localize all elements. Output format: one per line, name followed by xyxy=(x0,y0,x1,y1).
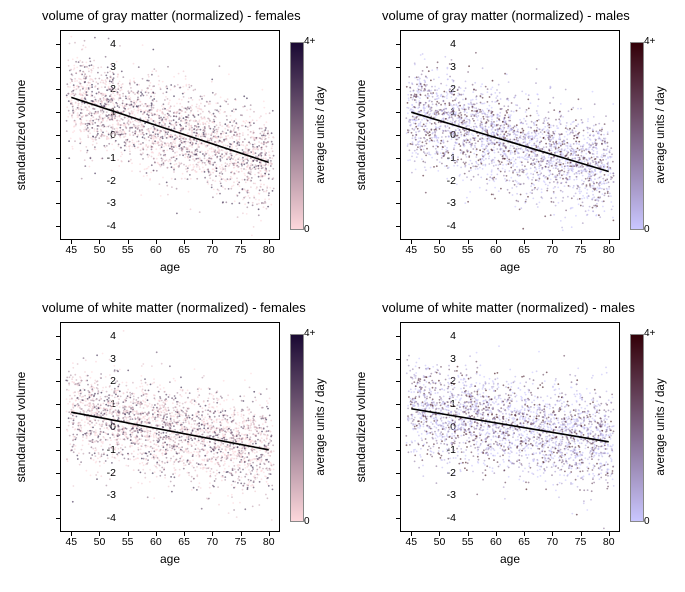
y-axis-label: standardized volume xyxy=(14,322,28,532)
scatter-layer xyxy=(400,322,620,532)
x-tick-label: 80 xyxy=(597,244,621,256)
colorbar xyxy=(630,42,644,230)
x-tick-label: 65 xyxy=(172,536,196,548)
panel-white-females: volume of white matter (normalized) - fe… xyxy=(12,300,342,580)
x-tick-label: 50 xyxy=(87,536,111,548)
x-tick-label: 75 xyxy=(569,244,593,256)
x-tick-label: 75 xyxy=(569,536,593,548)
x-tick-label: 45 xyxy=(59,244,83,256)
x-axis-label: age xyxy=(60,260,280,274)
colorbar-max: 4+ xyxy=(644,36,655,47)
x-tick-label: 80 xyxy=(597,536,621,548)
panel-title: volume of gray matter (normalized) - mal… xyxy=(382,8,682,23)
x-tick-label: 65 xyxy=(172,244,196,256)
x-tick-label: 70 xyxy=(200,536,224,548)
scatter-layer xyxy=(60,322,280,532)
y-axis-label: standardized volume xyxy=(354,322,368,532)
panel-gray-females: volume of gray matter (normalized) - fem… xyxy=(12,8,342,288)
colorbar-label: average units / day xyxy=(655,42,669,228)
colorbar-max: 4+ xyxy=(304,36,315,47)
colorbar xyxy=(290,334,304,522)
scatter-layer xyxy=(400,30,620,240)
x-tick-label: 55 xyxy=(116,244,140,256)
x-tick-label: 50 xyxy=(427,536,451,548)
colorbar-max: 4+ xyxy=(644,328,655,339)
y-axis-label: standardized volume xyxy=(354,30,368,240)
x-tick-label: 60 xyxy=(484,536,508,548)
panel-white-males: volume of white matter (normalized) - ma… xyxy=(352,300,682,580)
x-tick-label: 55 xyxy=(456,244,480,256)
x-tick-label: 45 xyxy=(59,536,83,548)
colorbar xyxy=(290,42,304,230)
colorbar-min: 0 xyxy=(304,224,310,235)
x-tick-label: 55 xyxy=(116,536,140,548)
x-tick-label: 70 xyxy=(540,244,564,256)
x-tick-label: 55 xyxy=(456,536,480,548)
colorbar-min: 0 xyxy=(304,516,310,527)
x-tick-label: 45 xyxy=(399,244,423,256)
scatter-layer xyxy=(60,30,280,240)
x-tick-label: 60 xyxy=(144,536,168,548)
panel-title: volume of gray matter (normalized) - fem… xyxy=(42,8,342,23)
x-axis-label: age xyxy=(400,260,620,274)
panel-title: volume of white matter (normalized) - fe… xyxy=(42,300,342,315)
x-axis-label: age xyxy=(60,552,280,566)
panel-gray-males: volume of gray matter (normalized) - mal… xyxy=(352,8,682,288)
x-tick-label: 75 xyxy=(229,536,253,548)
x-tick-label: 80 xyxy=(257,536,281,548)
x-tick-label: 75 xyxy=(229,244,253,256)
x-tick-label: 50 xyxy=(87,244,111,256)
x-tick-label: 65 xyxy=(512,536,536,548)
colorbar-min: 0 xyxy=(644,224,650,235)
colorbar-label: average units / day xyxy=(315,334,329,520)
figure-grid: volume of gray matter (normalized) - fem… xyxy=(0,0,685,592)
y-axis-label: standardized volume xyxy=(14,30,28,240)
x-tick-label: 70 xyxy=(200,244,224,256)
x-tick-label: 65 xyxy=(512,244,536,256)
x-tick-label: 50 xyxy=(427,244,451,256)
x-tick-label: 60 xyxy=(484,244,508,256)
colorbar-label: average units / day xyxy=(655,334,669,520)
colorbar-min: 0 xyxy=(644,516,650,527)
panel-title: volume of white matter (normalized) - ma… xyxy=(382,300,682,315)
x-tick-label: 45 xyxy=(399,536,423,548)
x-tick-label: 80 xyxy=(257,244,281,256)
colorbar-max: 4+ xyxy=(304,328,315,339)
x-axis-label: age xyxy=(400,552,620,566)
x-tick-label: 70 xyxy=(540,536,564,548)
colorbar xyxy=(630,334,644,522)
colorbar-label: average units / day xyxy=(315,42,329,228)
x-tick-label: 60 xyxy=(144,244,168,256)
